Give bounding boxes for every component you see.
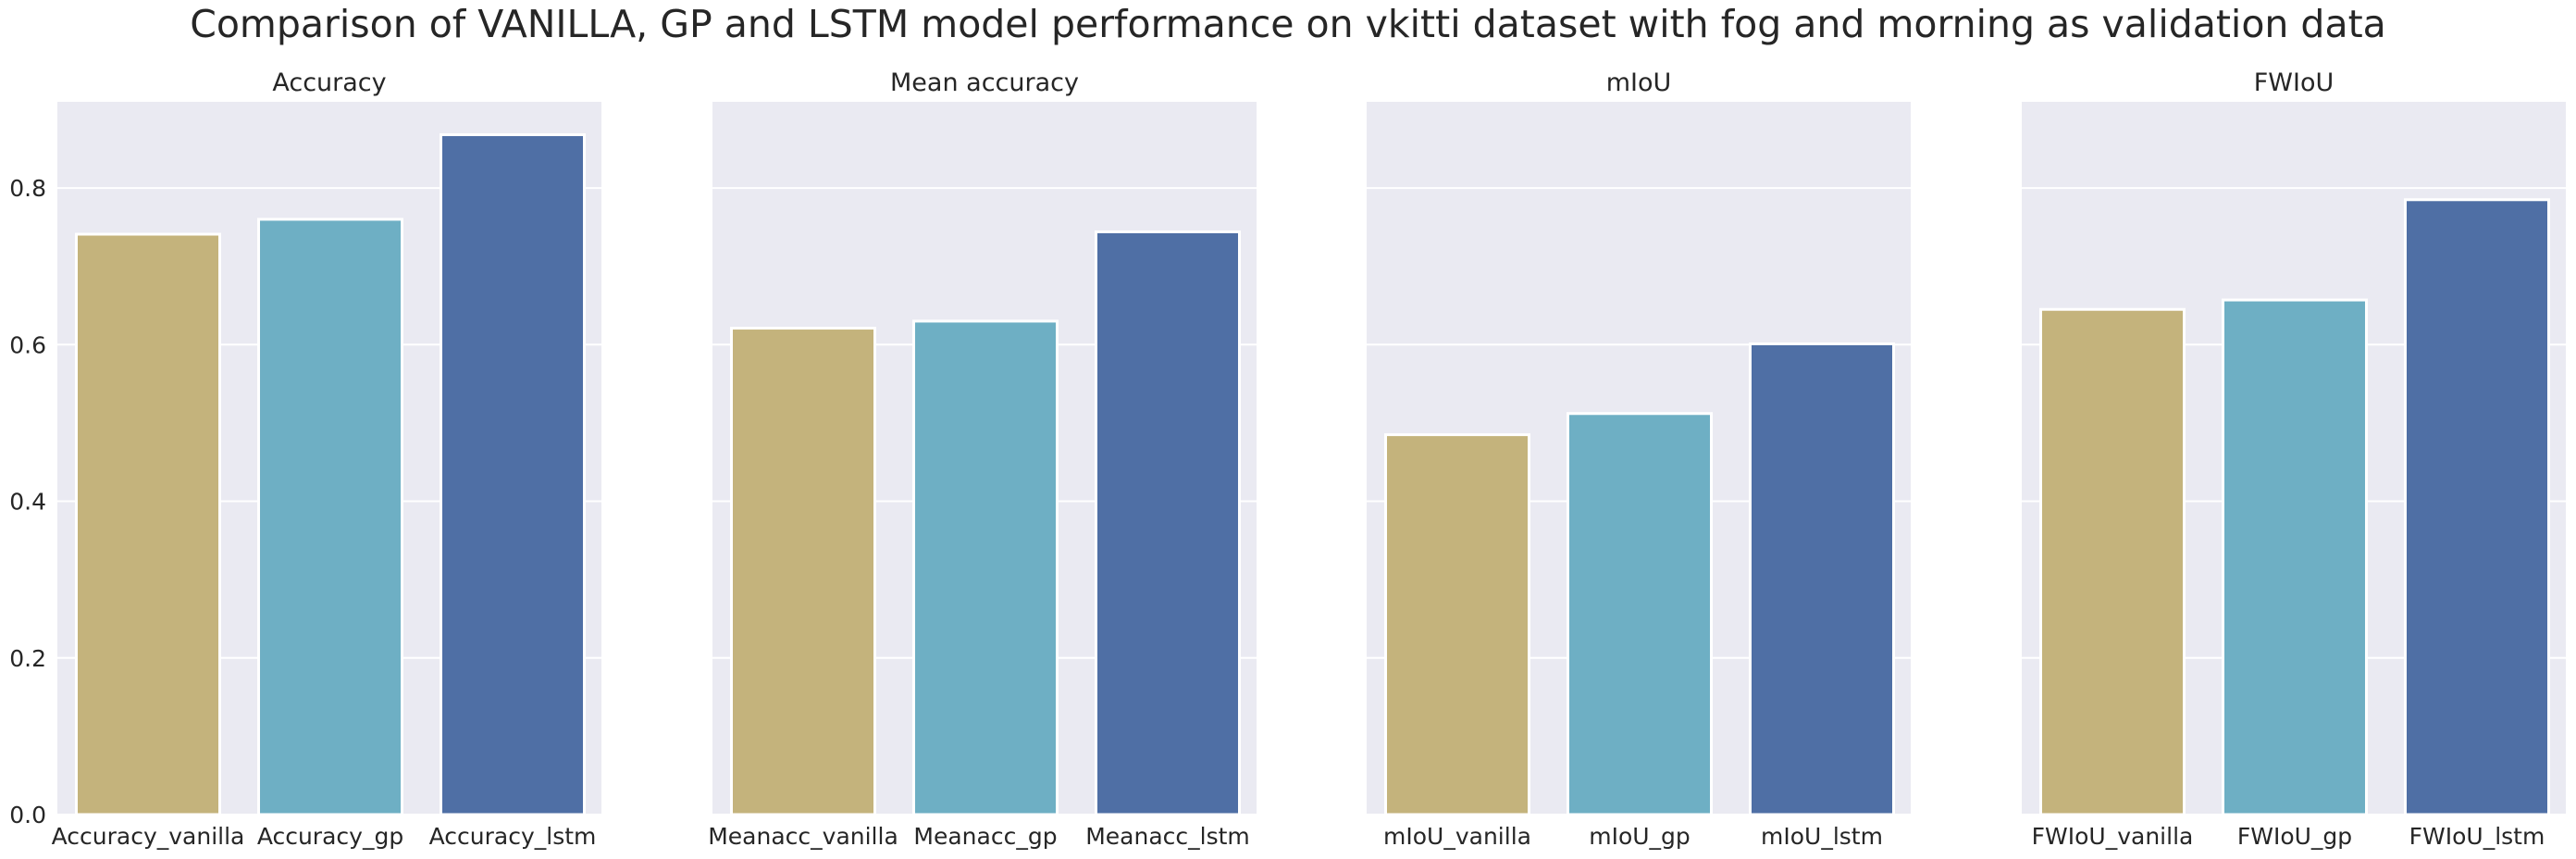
bar: [2222, 298, 2368, 816]
bar: [440, 133, 586, 816]
bar: [257, 218, 403, 816]
x-tick-label: Accuracy_gp: [257, 823, 403, 850]
x-tick-label: FWIoU_vanilla: [2032, 823, 2194, 850]
panel-title: FWIoU: [2254, 68, 2334, 97]
bar: [75, 232, 221, 816]
panel-title: Mean accuracy: [890, 68, 1079, 97]
x-tick-label: mIoU_lstm: [1761, 823, 1883, 850]
bar: [912, 319, 1059, 816]
bar: [1749, 342, 1895, 816]
chart-panel-2: Mean accuracy Meanacc_vanilla Meanacc_gp Me…: [708, 68, 1257, 850]
y-tick-label: 0.4: [9, 489, 46, 516]
x-tick-label: Accuracy_lstm: [429, 823, 597, 850]
chart-title: Comparison of VANILLA, GP and LSTM model…: [190, 2, 2386, 46]
bar: [730, 327, 876, 816]
x-tick-label: Meanacc_lstm: [1085, 823, 1250, 850]
chart-panel-4: FWIoU FWIoU_vanilla FWIoU_gp FWIoU_lstm: [2022, 68, 2566, 850]
bar: [1567, 412, 1713, 816]
x-tick-label: mIoU_vanilla: [1383, 823, 1531, 850]
x-tick-label: mIoU_gp: [1589, 823, 1690, 850]
chart-panel-3: mIoU mIoU_vanilla mIoU_gp mIoU_lstm: [1367, 68, 1911, 850]
x-tick-label: FWIoU_lstm: [2409, 823, 2545, 850]
bar: [1384, 433, 1530, 816]
y-tick-label: 0.2: [9, 645, 46, 672]
panel-title: Accuracy: [272, 68, 386, 97]
bar: [2039, 307, 2186, 816]
chart-panels: 0.0 0.2 0.4 0.6 0.8 Accuracy Accuracy_vanilla A…: [9, 68, 2566, 850]
bar: [1095, 230, 1241, 816]
y-tick-label: 0.8: [9, 175, 46, 202]
y-tick-label: 0.6: [9, 331, 46, 358]
panel-title: mIoU: [1606, 68, 1672, 97]
x-tick-label: FWIoU_gp: [2237, 823, 2352, 850]
x-tick-label: Meanacc_gp: [913, 823, 1057, 850]
chart-panel-1: 0.0 0.2 0.4 0.6 0.8 Accuracy Accuracy_vanilla A…: [9, 68, 601, 850]
x-tick-label: Accuracy_vanilla: [52, 823, 245, 850]
x-tick-label: Meanacc_vanilla: [708, 823, 898, 850]
bar: [2404, 198, 2550, 816]
y-tick-label: 0.0: [9, 802, 46, 828]
